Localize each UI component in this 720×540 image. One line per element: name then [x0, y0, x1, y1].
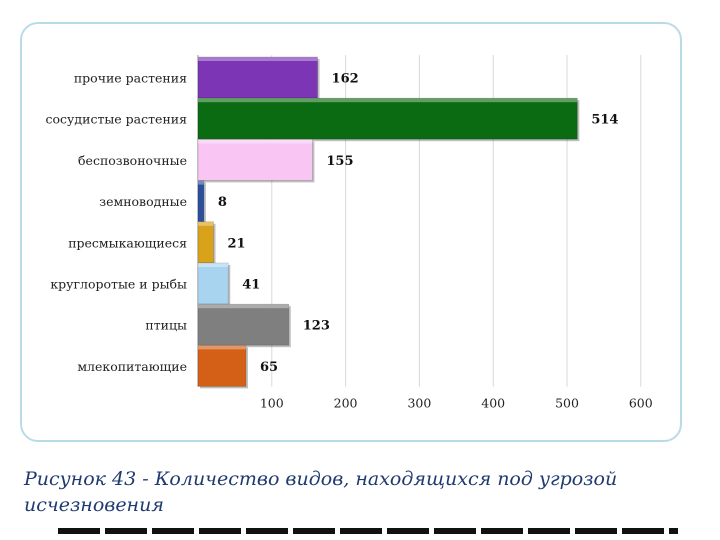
category-label: птицы — [145, 318, 187, 333]
figure-caption: Рисунок 43 - Количество видов, находящих… — [24, 468, 618, 516]
value-label: 21 — [227, 236, 245, 251]
x-tick-label: 400 — [481, 396, 505, 411]
value-label: 514 — [591, 113, 618, 128]
x-tick-label: 500 — [555, 396, 579, 411]
bar-highlight — [198, 57, 318, 61]
bar-highlight — [198, 345, 246, 350]
bar-highlight — [198, 98, 578, 103]
category-label: млекопитающие — [77, 359, 187, 374]
bar-chart: 100 200 300 400 500 600 прочие растения 162 сосу… — [46, 55, 653, 411]
labels: 100 200 300 400 500 600 прочие растения 162 сосу… — [46, 71, 653, 411]
bar — [197, 303, 290, 346]
bar — [197, 221, 214, 264]
category-label: пресмыкающиеся — [68, 235, 187, 250]
x-tick-label: 100 — [260, 396, 284, 411]
bar-highlight — [198, 263, 229, 267]
bottom-rule — [58, 528, 678, 534]
value-label: 123 — [303, 319, 330, 334]
value-label: 155 — [326, 154, 353, 169]
x-tick-label: 200 — [334, 396, 358, 411]
bar-highlight — [198, 139, 313, 144]
category-label: круглоротые и рыбы — [50, 277, 187, 292]
bar — [197, 180, 205, 223]
bar — [197, 97, 578, 140]
category-label: прочие растения — [74, 71, 187, 86]
bar-highlight — [198, 221, 214, 226]
category-label: сосудистые растения — [46, 112, 188, 127]
bar — [197, 56, 318, 99]
value-label: 162 — [332, 72, 359, 87]
chart-frame — [20, 22, 682, 442]
x-tick-label: 300 — [407, 396, 431, 411]
bar-highlight — [198, 180, 204, 185]
bar-highlight — [198, 304, 289, 309]
value-label: 8 — [218, 195, 227, 210]
value-label: 41 — [242, 278, 260, 293]
bar — [197, 344, 247, 387]
x-tick-label: 600 — [629, 396, 653, 411]
bars — [197, 56, 580, 389]
bar — [197, 138, 313, 181]
category-label: беспозвоночные — [78, 153, 187, 168]
category-label: земноводные — [99, 194, 187, 209]
value-label: 65 — [260, 360, 278, 375]
bar — [197, 262, 229, 305]
